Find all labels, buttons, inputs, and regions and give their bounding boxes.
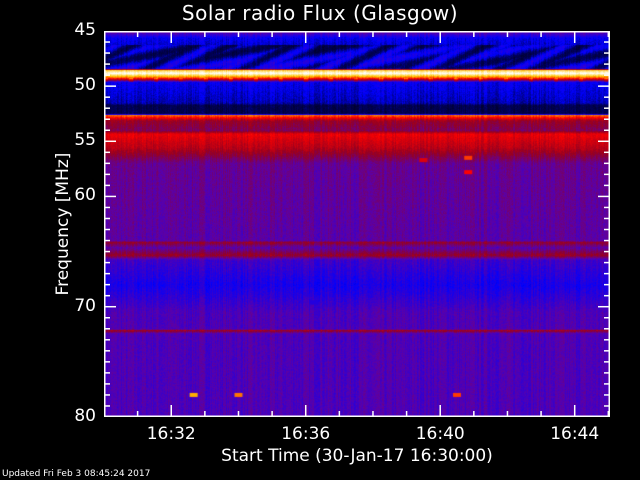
y-axis-label: Frequency [MHz] [53, 152, 73, 296]
updated-timestamp: Updated Fri Feb 3 08:45:24 2017 [2, 469, 151, 479]
x-axis-label: Start Time (30-Jan-17 16:30:00) [221, 446, 493, 466]
plot-frame [104, 31, 610, 417]
y-tick-label: 55 [74, 130, 96, 151]
spectrogram-plot [104, 31, 610, 417]
x-tick-label: 16:32 [146, 424, 196, 444]
y-tick-label: 80 [74, 406, 96, 426]
y-tick-label: 60 [74, 185, 96, 206]
chart-title: Solar radio Flux (Glasgow) [181, 1, 459, 25]
y-tick-label: 45 [74, 20, 96, 40]
spectrogram-heatmap [104, 31, 610, 417]
x-tick-label: 16:36 [281, 424, 331, 444]
y-tick-label: 50 [74, 75, 96, 96]
x-tick-label: 16:44 [550, 424, 600, 444]
y-tick-label: 70 [74, 295, 96, 316]
axes-frame [104, 31, 610, 417]
x-tick-label: 16:40 [415, 424, 465, 444]
